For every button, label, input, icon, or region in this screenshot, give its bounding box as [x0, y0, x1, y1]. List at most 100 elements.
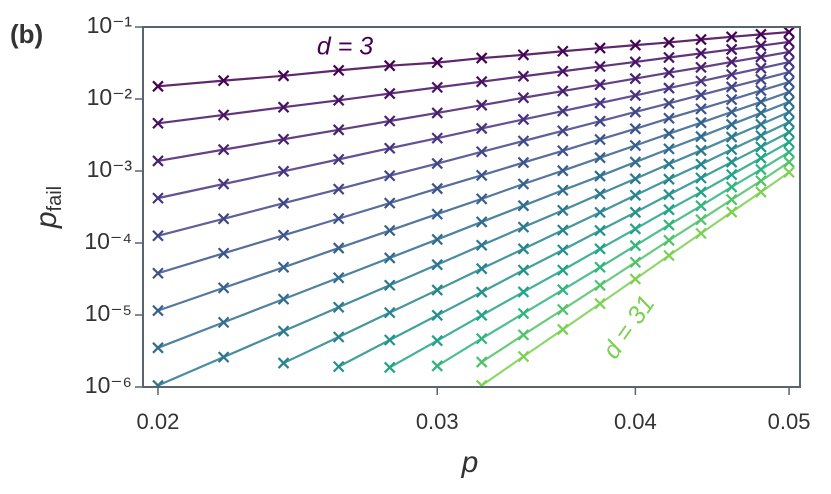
data-marker [217, 143, 230, 156]
data-marker [557, 264, 569, 276]
data-marker [725, 56, 738, 68]
data-marker [383, 115, 396, 127]
data-marker [755, 152, 767, 164]
data-marker [695, 227, 707, 240]
data-marker [594, 42, 606, 54]
data-marker [629, 72, 642, 85]
data-marker [431, 258, 444, 271]
data-marker [332, 331, 345, 343]
data-marker [725, 156, 738, 168]
data-marker [517, 221, 530, 233]
data-marker [383, 197, 396, 209]
data-marker [725, 31, 738, 43]
data-marker [783, 136, 795, 148]
data-marker [277, 325, 290, 337]
series-line [157, 50, 790, 163]
x-tick-label: 0.03 [416, 409, 459, 434]
data-marker [629, 139, 642, 152]
plot-area: 0.02 0.03 0.04 0.05 10⁻⁶ 10⁻⁵ 10⁻⁴ 10⁻³ 10⁻² 10⁻¹… [84, 12, 810, 434]
series-line [157, 90, 790, 312]
data-marker [783, 76, 795, 88]
data-marker [517, 156, 530, 169]
data-marker [383, 169, 396, 182]
data-marker [383, 306, 396, 319]
data-marker [431, 233, 444, 246]
data-marker [594, 188, 606, 200]
data-marker [663, 158, 675, 170]
data-marker [663, 82, 675, 94]
series-line [481, 171, 790, 387]
data-marker [217, 212, 230, 225]
data-marker [475, 145, 488, 158]
data-marker [332, 301, 345, 314]
data-marker [277, 357, 290, 369]
data-marker [629, 89, 642, 102]
data-marker [332, 242, 345, 254]
data-marker [557, 284, 569, 296]
data-marker [783, 156, 795, 168]
data-marker [383, 224, 396, 237]
data-marker [431, 334, 444, 347]
data-marker [475, 332, 488, 345]
data-marker [332, 124, 345, 136]
data-marker [557, 323, 569, 336]
data-marker [629, 122, 642, 135]
data-marker [431, 208, 444, 220]
data-marker [783, 56, 795, 68]
y-axis-label: pfail [30, 186, 66, 229]
data-marker [755, 84, 767, 97]
data-marker [383, 334, 396, 346]
data-marker [517, 91, 530, 104]
series-line [157, 70, 790, 237]
series-line [157, 30, 790, 88]
data-marker [332, 94, 345, 107]
series-line [157, 60, 790, 200]
data-marker [725, 81, 738, 93]
series-line [481, 161, 790, 363]
data-marker [517, 329, 530, 341]
y-tick-label: 10⁻¹ [87, 12, 133, 38]
data-marker [152, 267, 164, 280]
data-marker [431, 360, 444, 372]
data-marker [594, 133, 606, 146]
data-marker [475, 122, 488, 135]
data-marker [629, 172, 642, 185]
data-marker [695, 61, 707, 74]
data-marker [755, 51, 767, 63]
data-marker [217, 247, 230, 260]
data-marker [594, 97, 606, 109]
data-marker [517, 70, 530, 83]
data-marker [152, 192, 164, 204]
data-marker [755, 39, 767, 52]
data-marker [783, 86, 795, 98]
data-marker [475, 356, 488, 368]
data-marker [277, 229, 290, 242]
data-marker [277, 293, 290, 305]
data-marker [431, 157, 444, 170]
data-marker [594, 170, 606, 182]
data-marker [755, 141, 767, 153]
data-marker [557, 105, 569, 117]
data-marker [783, 36, 795, 48]
data-marker [725, 143, 738, 156]
data-marker [383, 252, 396, 264]
data-marker [783, 46, 795, 58]
y-tick-label: 10⁻² [87, 84, 133, 110]
data-marker [783, 27, 795, 38]
x-tick-label: 0.02 [137, 409, 180, 434]
data-marker [695, 172, 707, 184]
data-marker [755, 175, 767, 187]
data-marker [629, 273, 642, 285]
data-marker [517, 286, 530, 298]
data-marker [431, 132, 444, 144]
data-marker [475, 75, 488, 88]
panel-label: (b) [10, 19, 43, 49]
data-marker [431, 284, 444, 296]
data-marker [332, 153, 345, 166]
data-marker [725, 43, 738, 56]
data-marker [217, 316, 230, 329]
data-marker [783, 146, 795, 158]
data-marker [695, 47, 707, 60]
data-marker [152, 342, 164, 354]
